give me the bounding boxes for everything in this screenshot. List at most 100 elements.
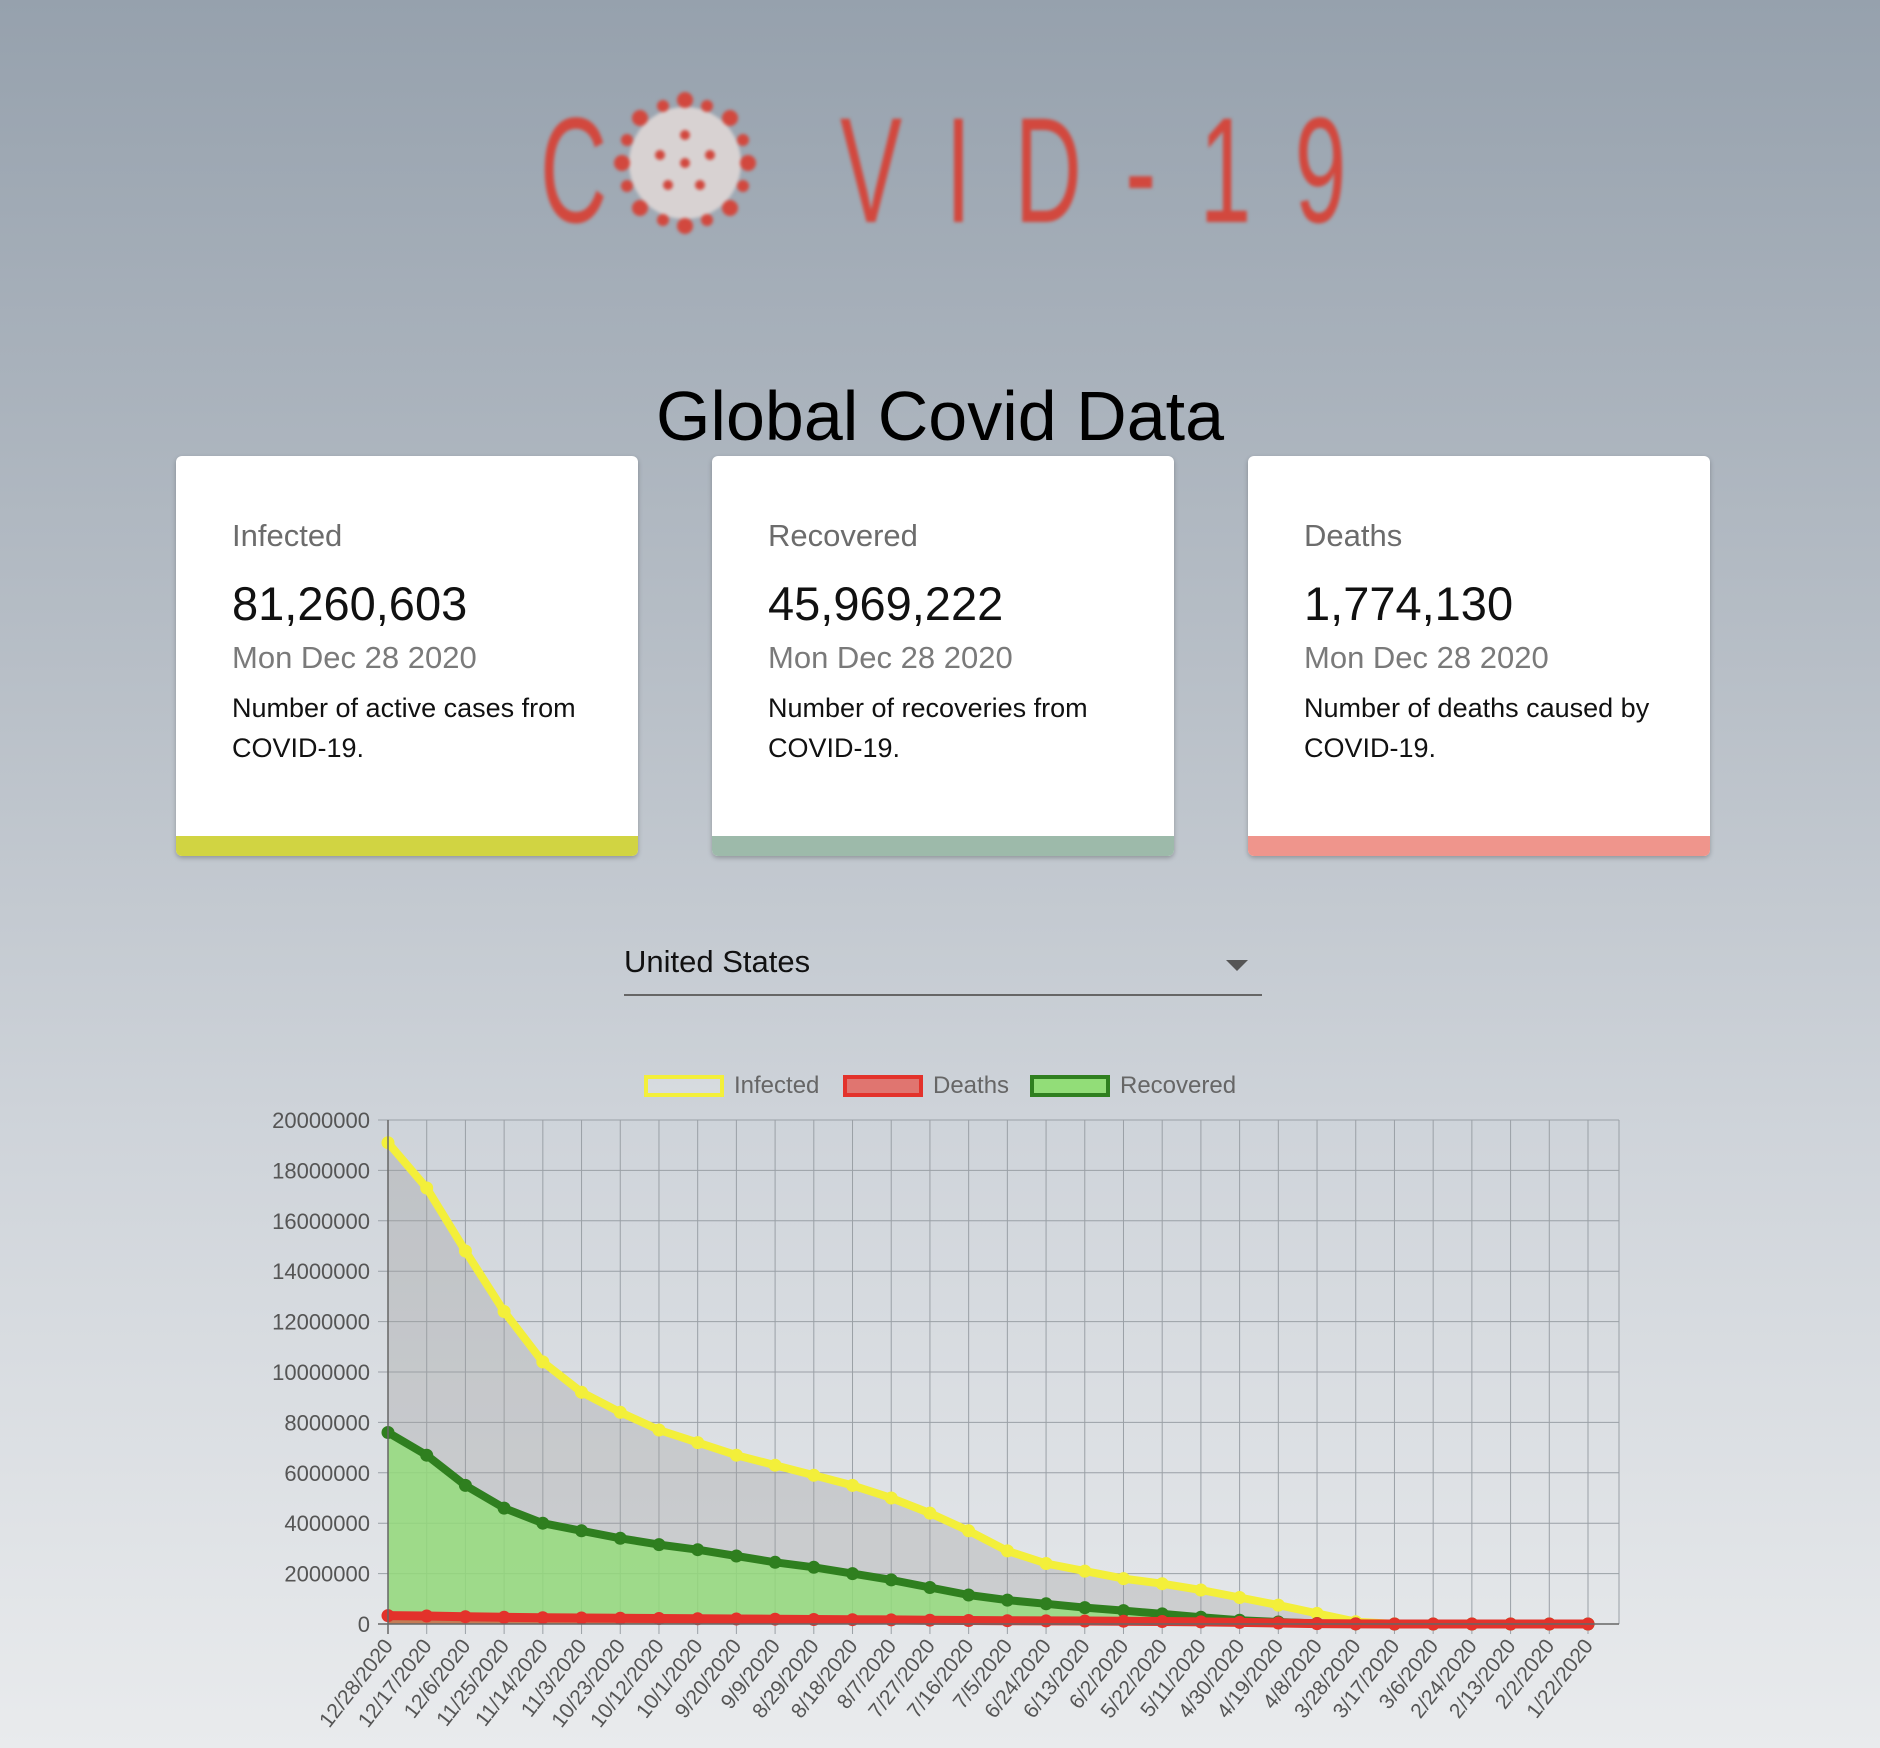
card-color-bar	[1248, 836, 1710, 856]
infected-point	[652, 1423, 666, 1437]
recovered-point	[729, 1549, 743, 1563]
deaths-point	[458, 1610, 472, 1624]
y-tick-label: 14000000	[272, 1259, 370, 1284]
y-tick-label: 0	[358, 1612, 370, 1637]
infected-point	[420, 1181, 434, 1195]
card-value: 1,774,130	[1304, 577, 1514, 630]
recovered-point	[575, 1524, 588, 1538]
deaths-point	[536, 1611, 550, 1625]
deaths-point	[1271, 1616, 1285, 1630]
y-tick-label: 4000000	[284, 1511, 370, 1536]
recovered-point	[807, 1560, 821, 1574]
recovered-point	[1039, 1597, 1053, 1611]
deaths-point	[613, 1611, 627, 1625]
infected-point	[536, 1355, 550, 1369]
recovered-point	[1078, 1601, 1092, 1615]
card-description: Number of recoveries from COVID-19.	[768, 693, 1088, 763]
deaths-point	[1194, 1615, 1208, 1629]
y-tick-label: 10000000	[272, 1360, 370, 1385]
infected-area	[388, 1142, 1588, 1624]
legend-item-recovered[interactable]: Recovered	[1030, 1072, 1236, 1100]
infected-card: Infected 81,260,603 Mon Dec 28 2020 Numb…	[176, 456, 638, 856]
card-label: Infected	[232, 518, 343, 553]
legend-swatch	[843, 1075, 923, 1097]
deaths-point	[1233, 1615, 1247, 1629]
legend-label: Infected	[734, 1072, 820, 1099]
card-date: Mon Dec 28 2020	[1304, 640, 1549, 675]
y-tick-label: 16000000	[272, 1209, 370, 1234]
infected-point	[1271, 1598, 1285, 1612]
infected-point	[1155, 1577, 1169, 1591]
card-value: 81,260,603	[232, 577, 468, 630]
recovered-point	[652, 1538, 666, 1552]
card-description: Number of active cases from COVID-19.	[232, 693, 576, 763]
recovered-point	[1000, 1593, 1014, 1607]
y-tick-label: 2000000	[284, 1562, 370, 1587]
recovered-point	[691, 1543, 705, 1557]
infected-point	[1078, 1564, 1092, 1578]
deaths-point	[884, 1613, 898, 1627]
infected-point	[884, 1491, 898, 1505]
legend-item-infected[interactable]: Infected	[644, 1072, 819, 1100]
y-tick-label: 20000000	[272, 1108, 370, 1133]
deaths-point	[1155, 1615, 1169, 1628]
deaths-point	[846, 1613, 859, 1627]
infected-point	[575, 1385, 588, 1399]
card-label: Recovered	[768, 518, 918, 553]
dropdown-arrow-icon[interactable]	[1226, 960, 1248, 971]
deaths-point	[807, 1613, 821, 1626]
deaths-point	[1000, 1614, 1014, 1628]
deaths-point	[420, 1609, 434, 1623]
card-date: Mon Dec 28 2020	[232, 640, 477, 675]
deaths-point	[691, 1612, 705, 1626]
deaths-point	[1117, 1614, 1130, 1628]
infected-point	[923, 1506, 937, 1520]
recovered-point	[458, 1478, 472, 1492]
y-tick-label: 6000000	[284, 1461, 370, 1486]
infected-point	[807, 1468, 821, 1482]
recovered-point	[768, 1555, 782, 1569]
infected-point	[497, 1305, 511, 1318]
deaths-point	[923, 1613, 937, 1627]
infected-point	[1000, 1544, 1014, 1558]
covid-time-series-chart: 2000000018000000160000001400000012000000…	[272, 1108, 1620, 1732]
virus-icon	[614, 92, 756, 234]
infected-point	[1233, 1591, 1247, 1604]
infected-point	[613, 1405, 627, 1419]
card-color-bar	[712, 836, 1174, 856]
recovered-point	[613, 1531, 627, 1545]
country-select[interactable]: United States	[624, 938, 1262, 996]
infected-point	[962, 1524, 976, 1538]
card-value: 45,969,222	[768, 577, 1004, 630]
recovered-area	[388, 1432, 1588, 1624]
deaths-point	[652, 1612, 666, 1625]
deaths-point	[1039, 1614, 1053, 1628]
recovered-point	[497, 1501, 511, 1515]
y-tick-label: 18000000	[272, 1158, 370, 1183]
card-color-bar	[176, 836, 638, 856]
card-label: Deaths	[1304, 518, 1403, 553]
recovered-card: Recovered 45,969,222 Mon Dec 28 2020 Num…	[712, 456, 1174, 856]
legend-item-deaths[interactable]: Deaths	[843, 1072, 1009, 1100]
page-title: Global Covid Data	[655, 377, 1225, 455]
legend-swatch	[1030, 1075, 1110, 1097]
recovered-point	[962, 1588, 976, 1602]
logo-text: VID-19	[840, 86, 1390, 254]
infected-point	[691, 1436, 705, 1450]
card-date: Mon Dec 28 2020	[768, 640, 1013, 675]
infected-point	[729, 1448, 743, 1462]
legend-swatch	[644, 1075, 724, 1097]
infected-point	[768, 1458, 782, 1472]
recovered-point	[420, 1448, 434, 1462]
card-description: Number of deaths caused by COVID-19.	[1304, 693, 1650, 763]
deaths-card: Deaths 1,774,130 Mon Dec 28 2020 Number …	[1248, 456, 1710, 856]
recovered-point	[536, 1516, 550, 1530]
y-tick-label: 12000000	[272, 1310, 370, 1335]
infected-point	[458, 1244, 472, 1258]
legend-label: Deaths	[933, 1072, 1010, 1099]
recovered-point	[846, 1567, 859, 1581]
infected-point	[1194, 1583, 1208, 1597]
deaths-point	[729, 1612, 743, 1626]
deaths-point	[768, 1612, 782, 1626]
recovered-point	[923, 1581, 937, 1594]
